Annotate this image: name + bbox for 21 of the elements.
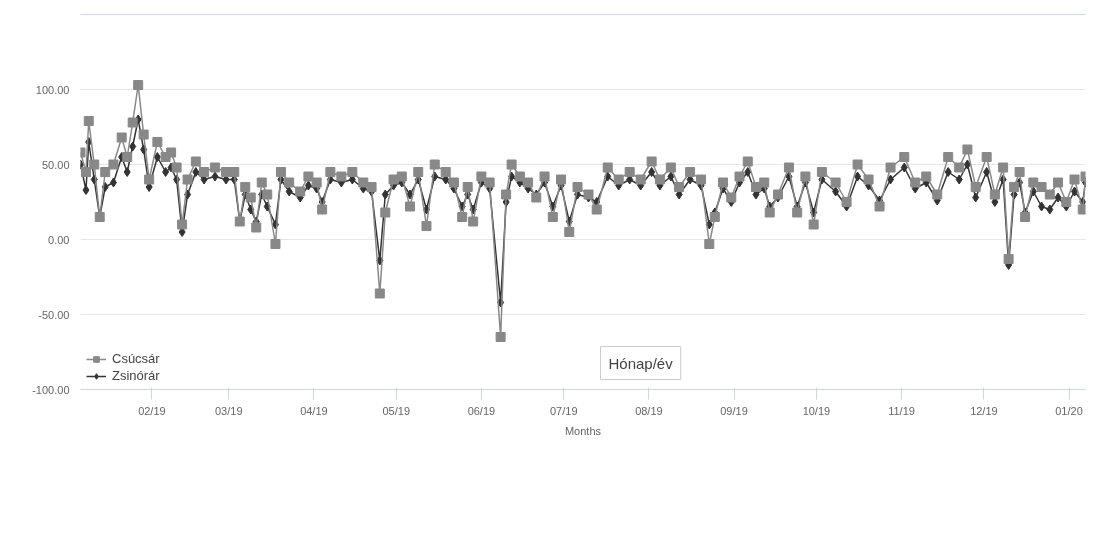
x-tick-label: 05/19 bbox=[382, 404, 411, 417]
x-axis-title: Months bbox=[564, 424, 602, 437]
annotation: Hónap/év bbox=[608, 354, 674, 372]
x-tick-label: 02/19 bbox=[138, 404, 166, 417]
x-tick-label: 09/19 bbox=[720, 404, 748, 417]
x-tick-label: 08/19 bbox=[635, 404, 663, 417]
x-tick-label: 10/19 bbox=[802, 404, 831, 417]
x-tick-label: 11/19 bbox=[888, 404, 915, 417]
x-tick-label: 12/19 bbox=[970, 404, 998, 417]
x-tick-label: 01/20 bbox=[1055, 404, 1083, 417]
y-tick-label: -50.00 bbox=[38, 308, 70, 321]
y-tick-label: 50.00 bbox=[41, 158, 70, 171]
legend-label: Zsinórár bbox=[112, 368, 160, 383]
x-tick-label: 06/19 bbox=[467, 404, 496, 417]
legend-label: Csúcsár bbox=[112, 351, 160, 366]
x-tick-label: 04/19 bbox=[300, 404, 328, 417]
x-tick-label: 03/19 bbox=[215, 404, 243, 417]
y-tick-label: 100.00 bbox=[35, 83, 70, 96]
y-tick-label: -100.00 bbox=[32, 383, 70, 396]
x-tick-label: 07/19 bbox=[550, 404, 578, 417]
y-tick-label: 0.00 bbox=[48, 233, 70, 246]
